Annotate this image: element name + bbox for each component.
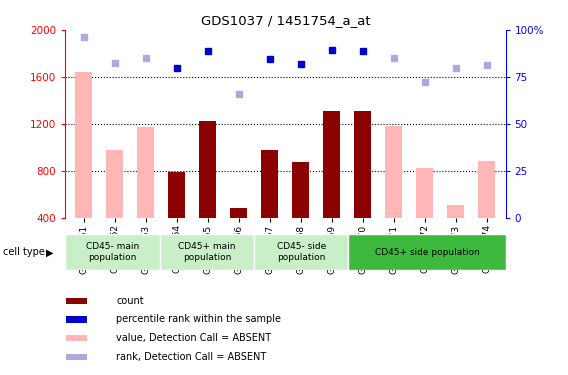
Bar bbox=[478, 161, 495, 218]
Text: CD45- main
population: CD45- main population bbox=[86, 243, 139, 262]
Bar bbox=[76, 72, 93, 217]
Bar bbox=[231, 208, 248, 218]
Text: ▶: ▶ bbox=[47, 248, 54, 257]
Text: count: count bbox=[116, 296, 144, 306]
Bar bbox=[65, 234, 160, 270]
Text: percentile rank within the sample: percentile rank within the sample bbox=[116, 315, 281, 324]
Bar bbox=[66, 336, 87, 342]
Text: CD45- side
population: CD45- side population bbox=[277, 243, 326, 262]
Bar bbox=[66, 297, 87, 303]
Bar bbox=[323, 111, 340, 218]
Bar bbox=[160, 234, 254, 270]
Bar bbox=[137, 127, 154, 218]
Bar bbox=[448, 205, 465, 218]
Bar bbox=[254, 234, 348, 270]
Bar bbox=[66, 316, 87, 322]
Bar bbox=[348, 234, 506, 270]
Title: GDS1037 / 1451754_a_at: GDS1037 / 1451754_a_at bbox=[201, 15, 370, 27]
Bar bbox=[386, 126, 403, 218]
Bar bbox=[168, 172, 185, 217]
Text: cell type: cell type bbox=[3, 248, 45, 257]
Text: CD45+ main
population: CD45+ main population bbox=[178, 243, 236, 262]
Bar bbox=[354, 111, 371, 218]
Bar bbox=[66, 354, 87, 360]
Bar bbox=[416, 168, 433, 217]
Text: CD45+ side population: CD45+ side population bbox=[374, 248, 479, 256]
Bar bbox=[199, 122, 216, 218]
Bar bbox=[261, 150, 278, 217]
Bar bbox=[293, 162, 310, 218]
Bar bbox=[106, 150, 123, 217]
Text: rank, Detection Call = ABSENT: rank, Detection Call = ABSENT bbox=[116, 352, 266, 363]
Text: value, Detection Call = ABSENT: value, Detection Call = ABSENT bbox=[116, 333, 272, 344]
